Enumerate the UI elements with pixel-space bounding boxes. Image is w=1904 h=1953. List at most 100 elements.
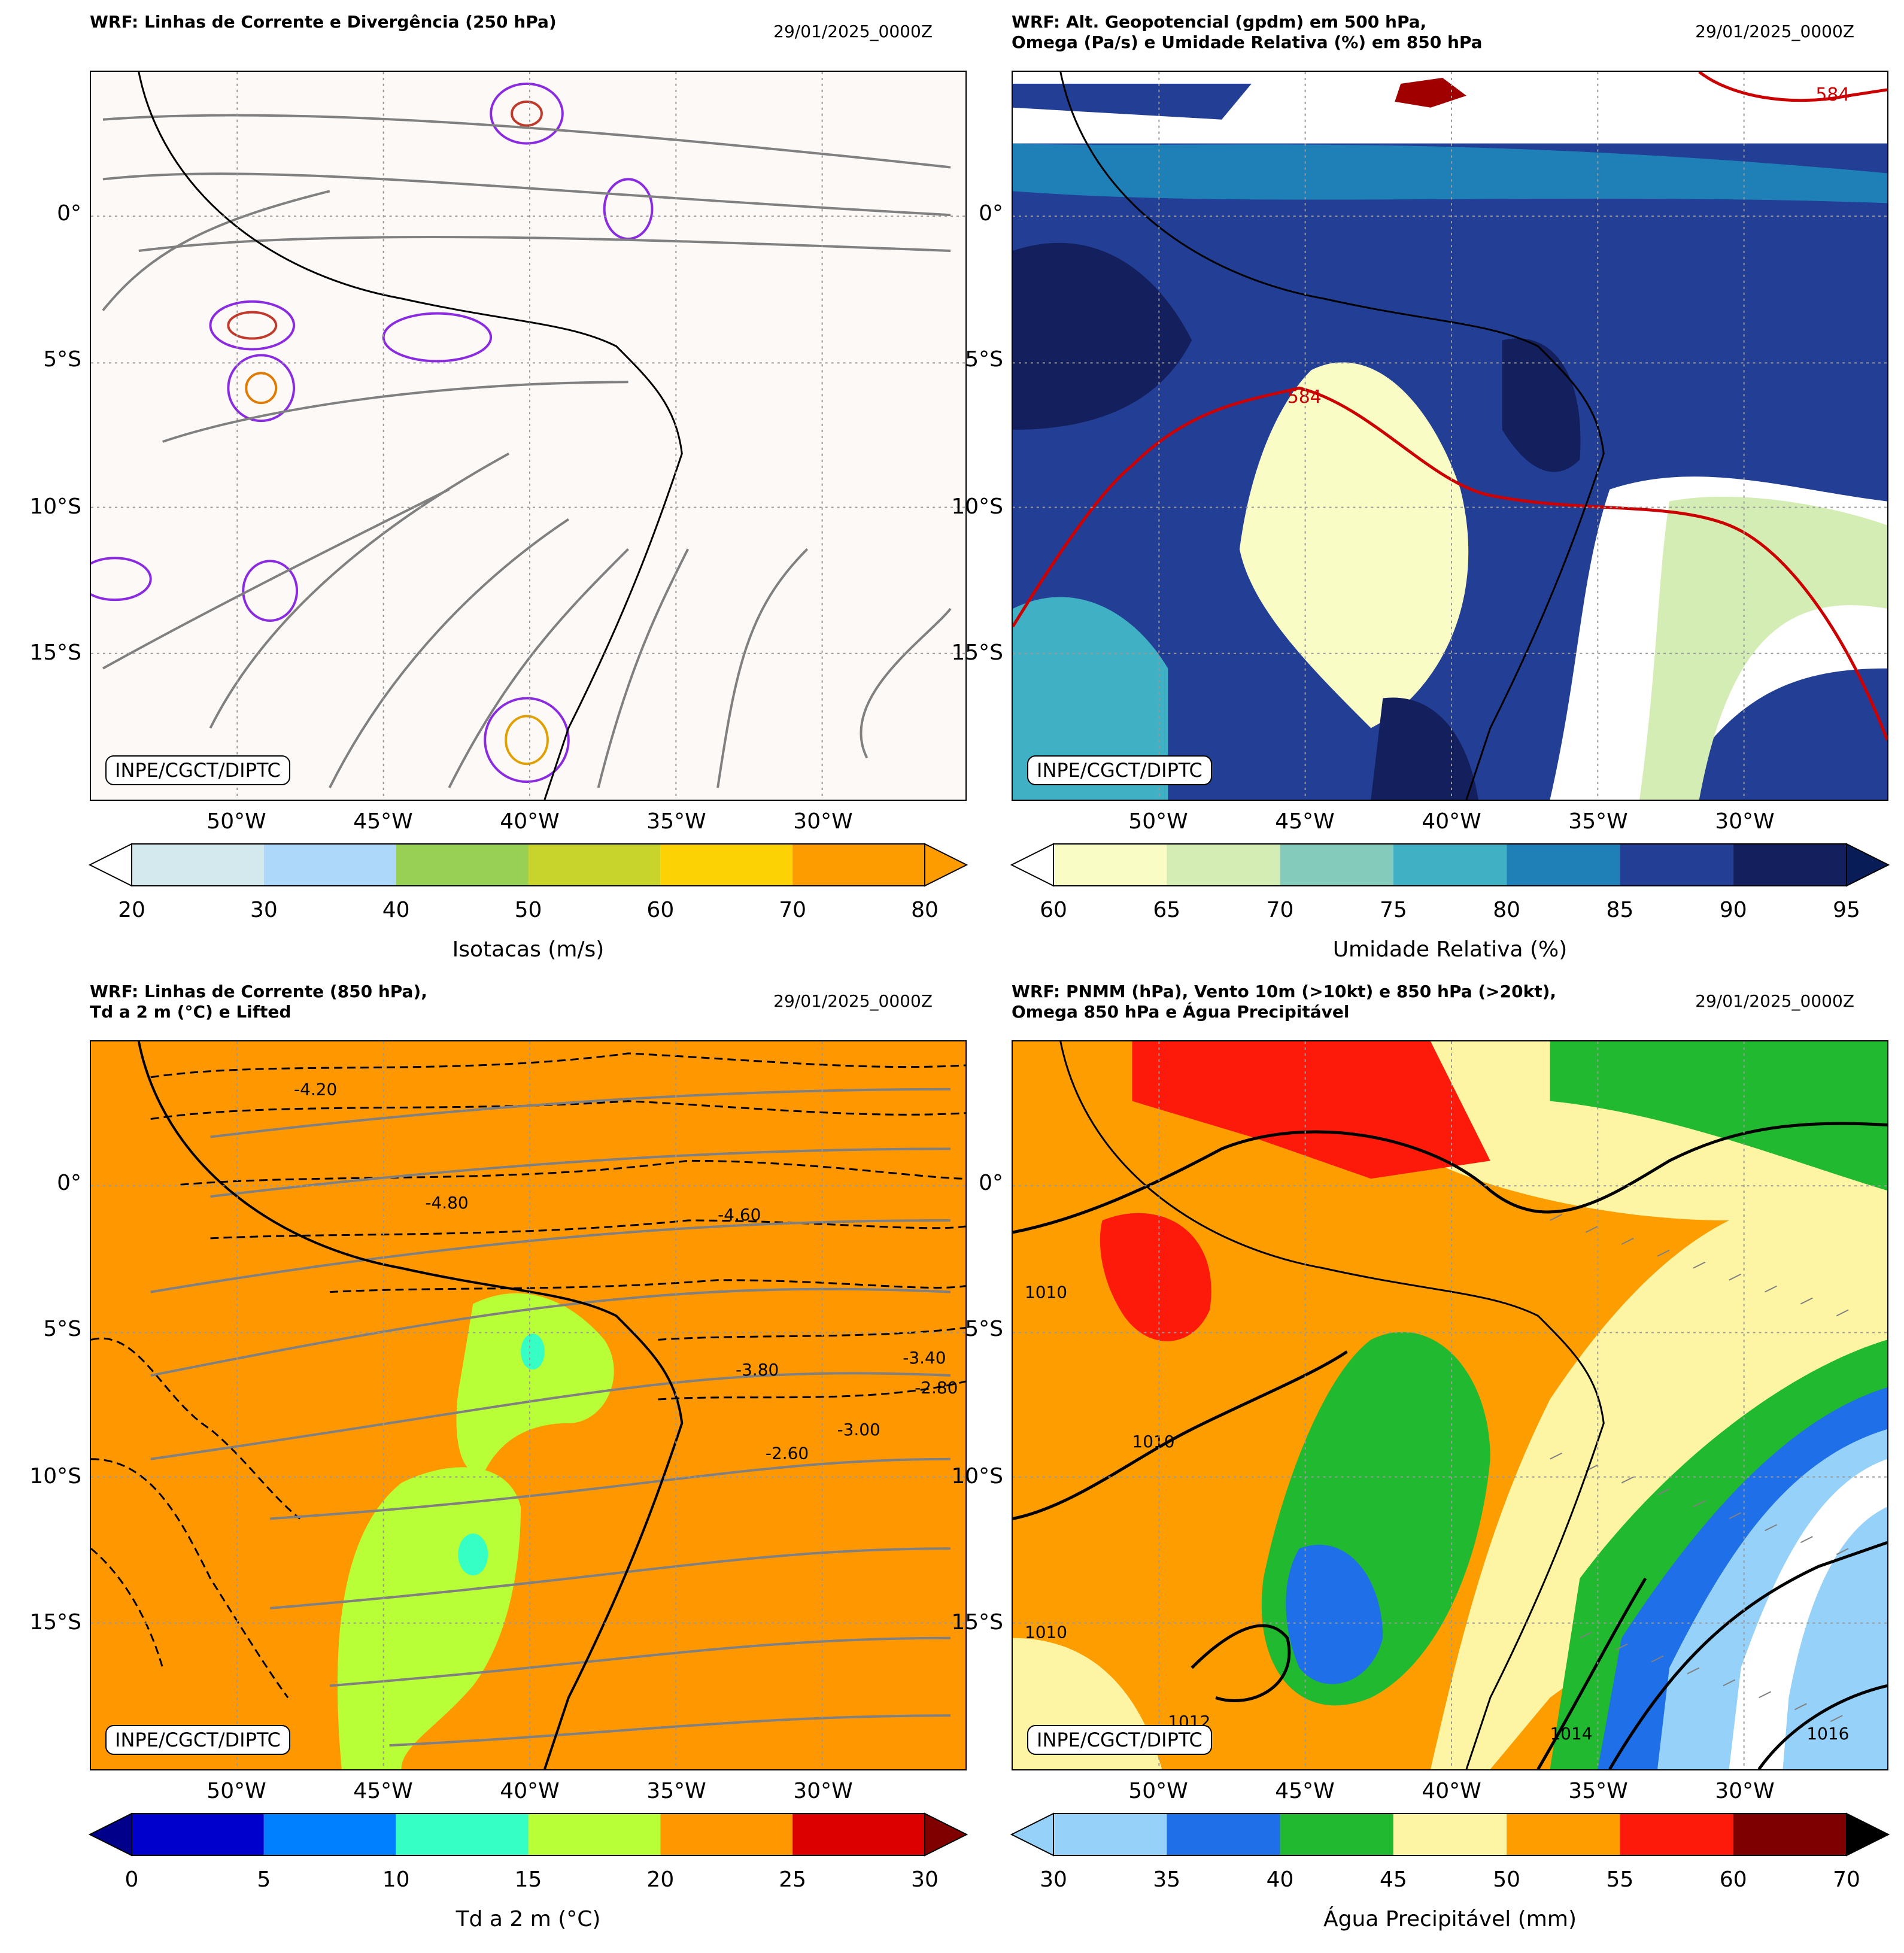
colorbar-segment: [1620, 844, 1733, 886]
td-15-20-area: [456, 1293, 614, 1473]
colorbar-frame: [131, 843, 925, 886]
lon-label: 40°W: [500, 809, 560, 834]
colorbar: [88, 1812, 968, 1857]
contour-label: -2.80: [915, 1378, 958, 1398]
coastline: [137, 1041, 684, 1769]
contour-label: -3.80: [736, 1360, 779, 1380]
lat-label: 10°S: [951, 494, 1003, 519]
panel-date: 29/01/2025_0000Z: [773, 991, 933, 1011]
lat-label: 15°S: [29, 1610, 81, 1635]
colorbar-label: Umidade Relativa (%): [1332, 937, 1568, 962]
panel-date: 29/01/2025_0000Z: [773, 22, 933, 41]
coastline: [138, 72, 683, 800]
colorbar-segment: [1733, 1814, 1847, 1855]
colorbar-canvas: [88, 843, 968, 887]
credit-box: INPE/CGCT/DIPTC: [1027, 1725, 1212, 1755]
colorbar-segment: [1280, 844, 1393, 886]
colorbar-segment: [263, 844, 396, 886]
colorbar-tick-label: 45: [1379, 1867, 1407, 1892]
lon-label: 45°W: [353, 1779, 413, 1803]
colorbar-segment: [1507, 1814, 1620, 1855]
credit-box: INPE/CGCT/DIPTC: [105, 755, 290, 785]
colorbar-tick-label: 40: [1266, 1867, 1294, 1892]
dry-area: [1239, 362, 1469, 728]
colorbar-over-arrow: [1846, 1812, 1890, 1857]
colorbar-tick-label: 0: [124, 1867, 139, 1892]
colorbar-segment: [660, 1814, 793, 1855]
map-frame: 1010 1010 1010 1014 1016 1012 INPE/CGCT/…: [1012, 1040, 1888, 1770]
colorbar: [88, 843, 968, 887]
colorbar-segment: [1167, 844, 1280, 886]
geopotential-584: [1013, 386, 1887, 741]
colorbar-segment: [1053, 844, 1167, 886]
colorbar-frame: [1053, 1813, 1847, 1856]
lon-label: 45°W: [353, 809, 413, 834]
colorbar-tick-label: 15: [514, 1867, 542, 1892]
colorbar-tick-label: 5: [257, 1867, 271, 1892]
colorbar-canvas: [88, 1812, 968, 1857]
colorbar-segment: [263, 1814, 396, 1855]
lon-label: 50°W: [207, 1779, 266, 1803]
map-canvas: 584 584: [1013, 72, 1887, 800]
lat-label: 10°S: [29, 1464, 81, 1489]
colorbar-tick-label: 60: [1719, 1867, 1747, 1892]
colorbar-segment: [792, 1814, 925, 1855]
lat-label: 5°S: [965, 347, 1003, 372]
contour-label: -4.80: [425, 1193, 468, 1213]
colorbar-segment: [1280, 1814, 1393, 1855]
credit-box: INPE/CGCT/DIPTC: [1027, 755, 1212, 785]
colorbar-tick-label: 25: [779, 1867, 807, 1892]
lat-label: 0°: [57, 201, 81, 226]
contour-label: 1010: [1025, 1623, 1067, 1642]
contour-labels: 1010 1010 1010 1014 1016 1012: [1025, 1283, 1849, 1744]
colorbar-tick-label: 75: [1379, 898, 1407, 922]
colorbar-tick-label: 35: [1153, 1867, 1181, 1892]
colorbar-tick-label: 60: [1040, 898, 1067, 922]
streamlines: [150, 1088, 951, 1747]
colorbar-segment: [1053, 1814, 1167, 1855]
panel-850hpa-td: WRF: Linhas de Corrente (850 hPa), Td a …: [0, 970, 968, 1945]
lon-label: 30°W: [793, 1779, 853, 1803]
colorbar-tick-label: 30: [911, 1867, 939, 1892]
contour-labels: -4.20 -4.80 -4.60 -3.00 -2.60 -3.80 -3.4…: [294, 1080, 958, 1463]
omega-patch: [1395, 77, 1466, 108]
colorbar-under-arrow: [1010, 843, 1054, 887]
colorbar-tick-label: 80: [1493, 898, 1521, 922]
lon-label: 30°W: [1715, 809, 1775, 834]
lat-label: 5°S: [43, 347, 81, 372]
colorbar-tick-label: 20: [118, 898, 145, 922]
map-frame: 584 584 INPE/CGCT/DIPTC: [1012, 71, 1888, 801]
map-canvas: 1010 1010 1010 1014 1016 1012: [1013, 1041, 1887, 1769]
colorbar-frame: [131, 1813, 925, 1856]
colorbar: [1010, 843, 1890, 887]
contour-label: -3.00: [837, 1420, 880, 1439]
lon-label: 45°W: [1275, 1779, 1335, 1803]
colorbar-segment: [1507, 844, 1620, 886]
pressure-isobars: [1013, 1122, 1887, 1769]
lon-label: 30°W: [793, 809, 853, 834]
lat-label: 5°S: [43, 1317, 81, 1341]
colorbar-tick-label: 70: [1266, 898, 1294, 922]
lat-label: 10°S: [29, 494, 81, 519]
colorbar-tick-label: 90: [1719, 898, 1747, 922]
contour-label: -2.60: [766, 1444, 809, 1463]
wind-barbs: [1550, 1214, 1849, 1723]
lat-label: 15°S: [951, 1610, 1003, 1635]
lon-label: 40°W: [500, 1779, 560, 1803]
lon-label: 35°W: [646, 1779, 706, 1803]
colorbar-tick-label: 85: [1606, 898, 1634, 922]
colorbar-tick-label: 50: [1493, 1867, 1521, 1892]
lat-label: 15°S: [951, 640, 1003, 665]
colorbar-segment: [396, 1814, 529, 1855]
colorbar-segment: [528, 844, 661, 886]
panel-date: 29/01/2025_0000Z: [1695, 22, 1854, 41]
colorbar-under-arrow: [88, 843, 132, 887]
graticule: [91, 72, 965, 800]
panel-pnmm: WRF: PNMM (hPa), Vento 10m (>10kt) e 850…: [922, 970, 1890, 1945]
lon-label: 50°W: [1128, 1779, 1188, 1803]
colorbar-tick-label: 95: [1833, 898, 1860, 922]
colorbar-tick-label: 50: [514, 898, 542, 922]
panel-title: WRF: Linhas de Corrente (850 hPa), Td a …: [90, 982, 427, 1022]
lon-label: 35°W: [646, 809, 706, 834]
lon-label: 45°W: [1275, 809, 1335, 834]
